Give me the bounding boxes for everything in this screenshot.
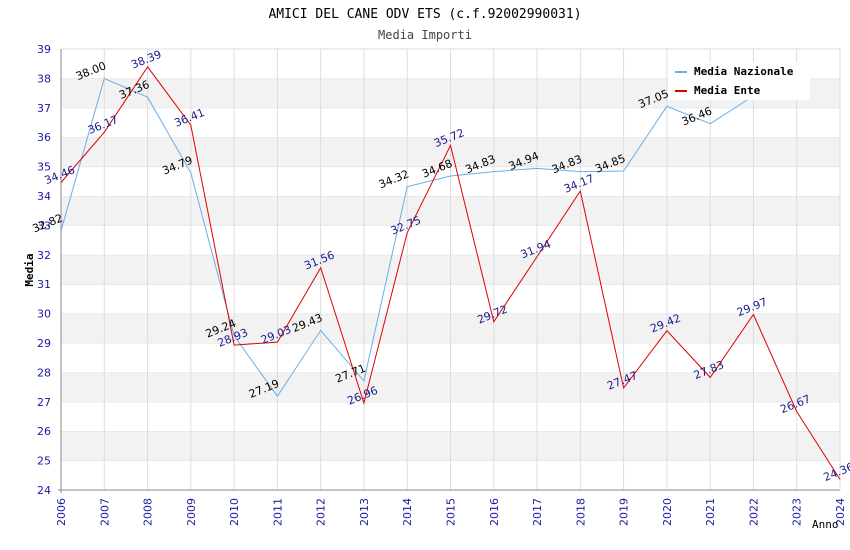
y-tick-label: 26 — [37, 425, 51, 438]
y-tick-label: 24 — [37, 484, 51, 497]
chart-title: AMICI DEL CANE ODV ETS (c.f.92002990031) — [268, 7, 581, 22]
y-tick-label: 32 — [37, 249, 51, 262]
x-tick-label: 2010 — [228, 498, 241, 526]
y-tick-label: 35 — [37, 161, 51, 174]
x-tick-label: 2012 — [315, 498, 328, 526]
y-tick-label: 28 — [37, 366, 51, 379]
x-tick-label: 2011 — [271, 498, 284, 526]
x-tick-label: 2015 — [445, 498, 458, 526]
x-tick-label: 2009 — [185, 498, 198, 526]
x-tick-label: 2008 — [142, 498, 155, 526]
legend-box — [668, 62, 810, 100]
x-tick-label: 2021 — [704, 498, 717, 526]
y-tick-label: 25 — [37, 455, 51, 468]
y-tick-labels: 24 25 26 27 28 29 30 31 32 33 34 35 36 37 38 39 — [37, 43, 51, 497]
y-tick-label: 36 — [37, 131, 51, 144]
y-tick-label: 27 — [37, 396, 51, 409]
series-lines — [60, 66, 841, 480]
y-axis-label: Media — [23, 253, 36, 286]
x-axis-label: Anno — [812, 518, 839, 531]
legend-label-ente: Media Ente — [694, 84, 761, 97]
x-tick-label: 2019 — [618, 498, 631, 526]
y-tick-label: 37 — [37, 102, 51, 115]
x-tick-label: 2022 — [747, 498, 760, 526]
axes — [58, 49, 840, 493]
x-tick-label: 2023 — [791, 498, 804, 526]
series-line-ente — [60, 66, 841, 480]
series-line-nazionale — [60, 72, 791, 398]
legend: Media Nazionale Media Ente — [668, 62, 810, 100]
y-tick-label: 34 — [37, 190, 51, 203]
y-tick-label: 31 — [37, 278, 51, 291]
x-tick-label: 2016 — [488, 498, 501, 526]
x-tick-label: 2014 — [401, 498, 414, 526]
y-tick-label: 39 — [37, 43, 51, 56]
x-tick-label: 2007 — [98, 498, 111, 526]
x-tick-label: 2017 — [531, 498, 544, 526]
y-tick-label: 29 — [37, 337, 51, 350]
x-tick-label: 2020 — [661, 498, 674, 526]
x-tick-label: 2024 — [834, 498, 847, 526]
x-tick-labels: 2006 2007 2008 2009 2010 2011 2012 2013 2014 2015… — [55, 498, 847, 526]
y-tick-label: 30 — [37, 308, 51, 321]
y-tick-label: 38 — [37, 72, 51, 85]
chart-subtitle: Media Importi — [378, 28, 472, 42]
legend-label-nazionale: Media Nazionale — [694, 65, 794, 78]
x-tick-label: 2006 — [55, 498, 68, 526]
y-tick-label: 33 — [37, 219, 51, 232]
x-tick-label: 2018 — [574, 498, 587, 526]
x-tick-label: 2013 — [358, 498, 371, 526]
